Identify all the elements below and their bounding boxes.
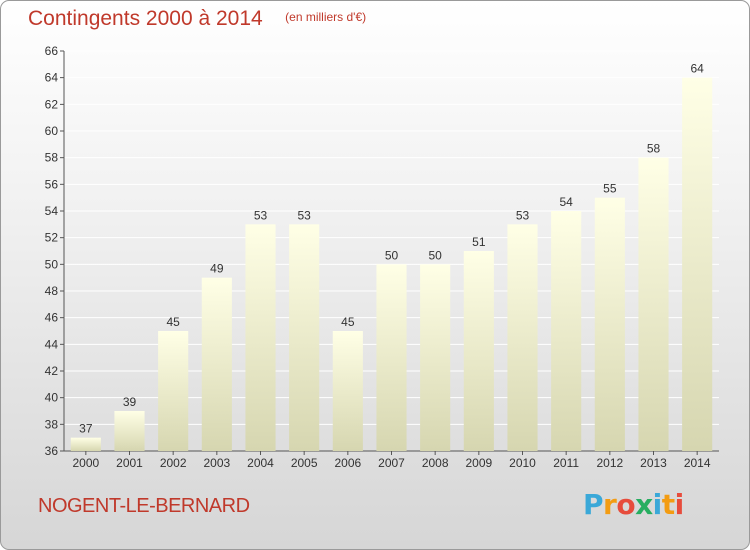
data-label: 53 bbox=[254, 208, 268, 222]
y-tick-label: 48 bbox=[45, 284, 59, 298]
data-label: 53 bbox=[516, 208, 530, 222]
x-tick-label: 2000 bbox=[72, 456, 99, 470]
data-label: 55 bbox=[603, 182, 617, 196]
data-label: 50 bbox=[428, 248, 442, 262]
title-row: Contingents 2000 à 2014 (en milliers d'€… bbox=[28, 7, 366, 31]
x-tick-label: 2001 bbox=[116, 456, 143, 470]
x-tick-label: 2006 bbox=[334, 456, 361, 470]
y-tick-label: 62 bbox=[45, 97, 59, 111]
bar bbox=[332, 331, 363, 451]
x-tick-label: 2003 bbox=[203, 456, 230, 470]
bar bbox=[551, 211, 582, 451]
bar bbox=[289, 224, 320, 451]
proxiti-logo[interactable]: Proxiti bbox=[583, 488, 684, 521]
bar bbox=[70, 437, 101, 451]
data-label: 39 bbox=[123, 395, 137, 409]
logo-letter: x bbox=[635, 488, 653, 521]
bar bbox=[638, 157, 669, 451]
y-tick-label: 66 bbox=[45, 44, 59, 58]
data-label: 64 bbox=[690, 62, 704, 76]
data-label: 45 bbox=[341, 315, 355, 329]
y-tick-label: 54 bbox=[45, 204, 59, 218]
bar bbox=[114, 411, 145, 451]
bar bbox=[682, 77, 713, 452]
data-label: 54 bbox=[559, 195, 573, 209]
logo-letter: o bbox=[616, 488, 636, 521]
y-tick-label: 38 bbox=[45, 417, 59, 431]
y-tick-label: 42 bbox=[45, 364, 59, 378]
y-tick-label: 50 bbox=[45, 257, 59, 271]
y-tick-label: 46 bbox=[45, 311, 59, 325]
bar bbox=[507, 224, 538, 451]
bar bbox=[463, 251, 494, 451]
axis-layer: 36 38 40 42 44 46 48 50 52 54 56 58 60 62 64 66 2000 2001… bbox=[45, 44, 719, 470]
data-label: 53 bbox=[297, 208, 311, 222]
data-label: 37 bbox=[79, 422, 93, 436]
data-label: 49 bbox=[210, 262, 224, 276]
x-tick-label: 2011 bbox=[553, 456, 579, 470]
x-tick-label: 2007 bbox=[378, 456, 405, 470]
y-tick-label: 52 bbox=[45, 231, 59, 245]
y-tick-label: 56 bbox=[45, 177, 59, 191]
logo-letter: P bbox=[583, 488, 604, 521]
y-tick-label: 36 bbox=[45, 444, 59, 458]
logo-letter: r bbox=[603, 488, 617, 521]
logo-letter: i bbox=[674, 488, 685, 521]
label-layer: 37 39 45 49 53 53 45 50 50 51 53 54 55 58 64 bbox=[79, 62, 704, 436]
data-label: 58 bbox=[647, 142, 661, 156]
x-tick-label: 2012 bbox=[596, 456, 623, 470]
bar bbox=[158, 331, 189, 451]
y-tick-label: 58 bbox=[45, 151, 59, 165]
x-tick-label: 2013 bbox=[640, 456, 667, 470]
x-tick-label: 2002 bbox=[160, 456, 187, 470]
chart-subtitle: (en milliers d'€) bbox=[285, 10, 367, 24]
y-tick-label: 60 bbox=[45, 124, 59, 138]
bar bbox=[201, 277, 232, 451]
bar bbox=[376, 264, 407, 451]
bar bbox=[420, 264, 451, 451]
x-tick-label: 2005 bbox=[291, 456, 318, 470]
x-tick-label: 2004 bbox=[247, 456, 274, 470]
y-tick-label: 40 bbox=[45, 391, 59, 405]
logo-letter: i bbox=[652, 488, 663, 521]
y-tick-label: 44 bbox=[45, 337, 59, 351]
bar bbox=[594, 197, 625, 451]
commune-name: NOGENT-LE-BERNARD bbox=[38, 495, 250, 517]
x-tick-label: 2014 bbox=[684, 456, 711, 470]
x-tick-label: 2008 bbox=[422, 456, 449, 470]
x-tick-label: 2009 bbox=[465, 456, 492, 470]
x-tick-label: 2010 bbox=[509, 456, 536, 470]
data-label: 51 bbox=[472, 235, 486, 249]
chart-title: Contingents 2000 à 2014 bbox=[28, 7, 263, 30]
data-label: 45 bbox=[166, 315, 180, 329]
logo-letter: t bbox=[661, 488, 675, 521]
bar bbox=[245, 224, 276, 451]
data-label: 50 bbox=[385, 248, 399, 262]
y-tick-label: 64 bbox=[45, 71, 59, 85]
bar-layer bbox=[70, 77, 713, 452]
